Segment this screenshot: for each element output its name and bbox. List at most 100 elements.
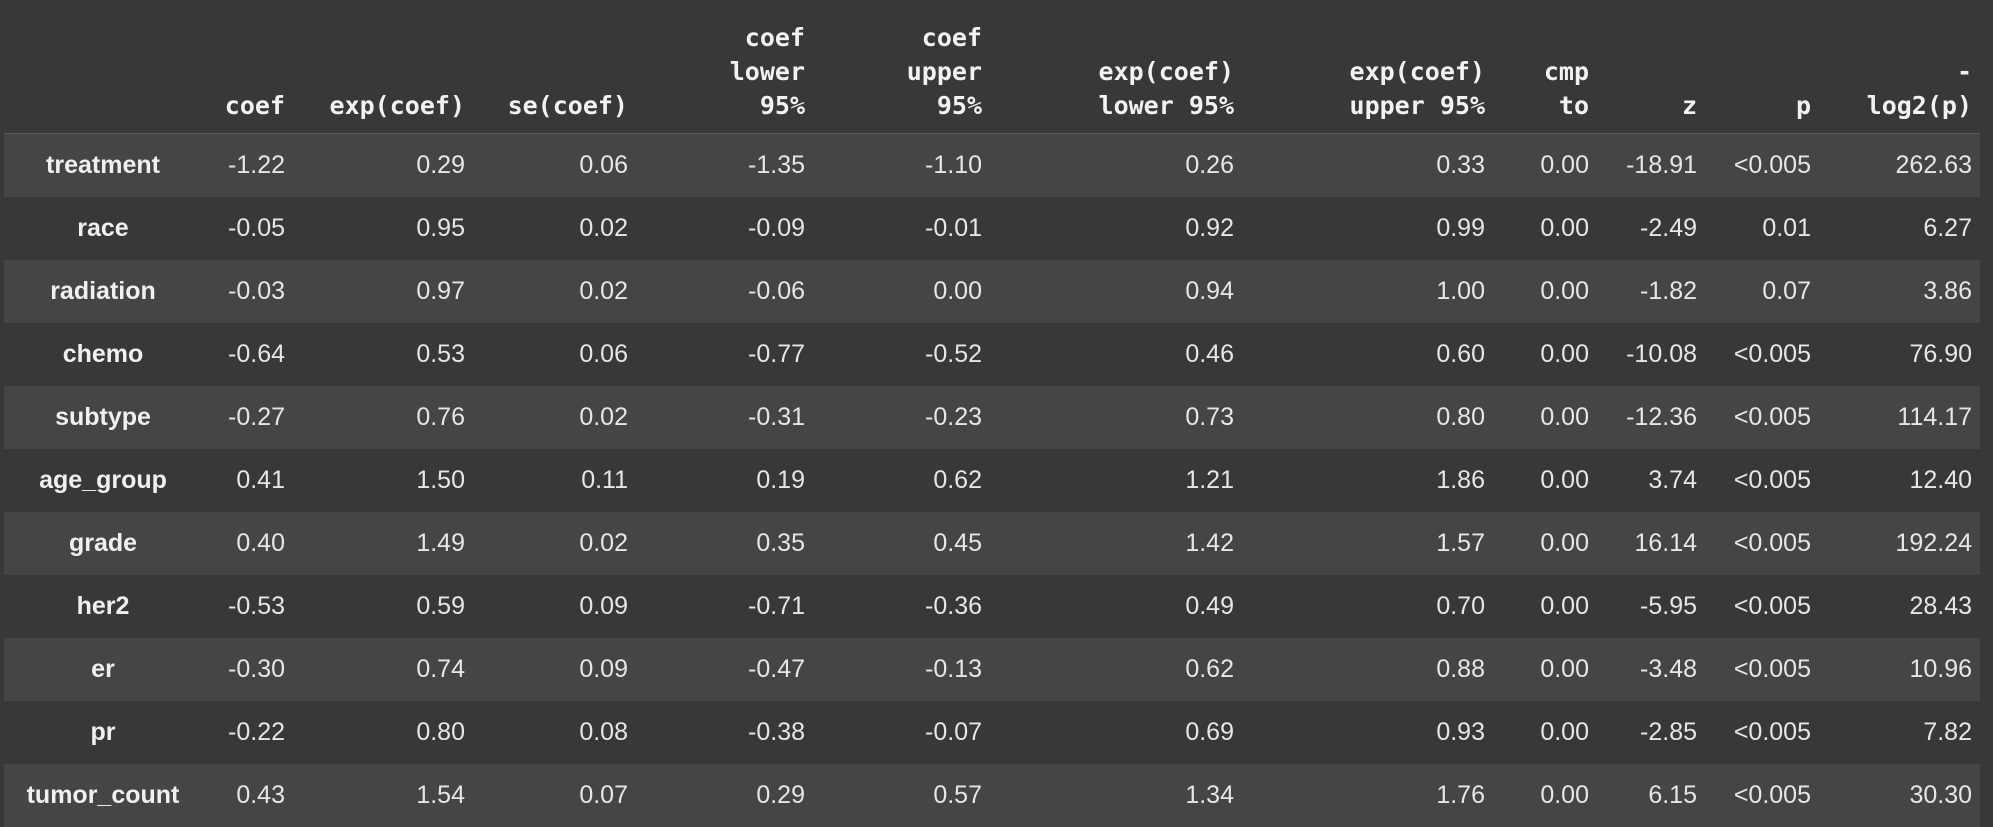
table-cell: -0.71 xyxy=(636,575,813,638)
table-cell: 0.35 xyxy=(636,512,813,575)
table-cell: 0.06 xyxy=(473,134,636,198)
table-cell: 28.43 xyxy=(1819,575,1980,638)
table-cell: <0.005 xyxy=(1705,323,1819,386)
row-label: race xyxy=(4,197,202,260)
column-header: coef upper 95% xyxy=(813,0,990,134)
table-cell: -1.82 xyxy=(1597,260,1705,323)
table-cell: -0.47 xyxy=(636,638,813,701)
table-cell: 0.02 xyxy=(473,260,636,323)
table-cell: 30.30 xyxy=(1819,764,1980,827)
table-cell: -0.77 xyxy=(636,323,813,386)
table-cell: 0.00 xyxy=(1493,260,1597,323)
column-header: p xyxy=(1705,0,1819,134)
table-cell: 0.45 xyxy=(813,512,990,575)
table-cell: 1.49 xyxy=(293,512,473,575)
table-cell: 0.00 xyxy=(1493,134,1597,198)
table-cell: 0.11 xyxy=(473,449,636,512)
table-cell: 0.00 xyxy=(1493,449,1597,512)
table-cell: 0.07 xyxy=(1705,260,1819,323)
table-cell: 0.02 xyxy=(473,512,636,575)
table-cell: 192.24 xyxy=(1819,512,1980,575)
row-label: her2 xyxy=(4,575,202,638)
table-cell: 0.09 xyxy=(473,638,636,701)
table-cell: 0.76 xyxy=(293,386,473,449)
row-label: age_group xyxy=(4,449,202,512)
table-cell: 0.93 xyxy=(1242,701,1493,764)
table-cell: 0.92 xyxy=(990,197,1242,260)
table-cell: 0.94 xyxy=(990,260,1242,323)
table-cell: -12.36 xyxy=(1597,386,1705,449)
table-cell: 0.00 xyxy=(1493,323,1597,386)
table-cell: -0.09 xyxy=(636,197,813,260)
table-cell: <0.005 xyxy=(1705,575,1819,638)
table-cell: 0.08 xyxy=(473,701,636,764)
table-cell: 0.69 xyxy=(990,701,1242,764)
column-header: se(coef) xyxy=(473,0,636,134)
table-cell: <0.005 xyxy=(1705,764,1819,827)
table-cell: 0.43 xyxy=(202,764,293,827)
table-cell: 0.00 xyxy=(1493,386,1597,449)
table-cell: 0.88 xyxy=(1242,638,1493,701)
table-cell: 0.00 xyxy=(813,260,990,323)
table-cell: 6.15 xyxy=(1597,764,1705,827)
table-cell: 1.57 xyxy=(1242,512,1493,575)
table-cell: 0.02 xyxy=(473,197,636,260)
table-cell: 0.74 xyxy=(293,638,473,701)
table-cell: <0.005 xyxy=(1705,701,1819,764)
table-cell: -1.35 xyxy=(636,134,813,198)
table-cell: -0.27 xyxy=(202,386,293,449)
table-cell: 0.62 xyxy=(813,449,990,512)
row-label: er xyxy=(4,638,202,701)
table-cell: 0.95 xyxy=(293,197,473,260)
row-label: chemo xyxy=(4,323,202,386)
table-cell: 0.46 xyxy=(990,323,1242,386)
table-cell: -0.23 xyxy=(813,386,990,449)
table-cell: -0.38 xyxy=(636,701,813,764)
column-header: exp(coef) lower 95% xyxy=(990,0,1242,134)
table-cell: 0.62 xyxy=(990,638,1242,701)
table-cell: -0.52 xyxy=(813,323,990,386)
table-cell: 1.00 xyxy=(1242,260,1493,323)
table-cell: 0.70 xyxy=(1242,575,1493,638)
table-cell: 0.09 xyxy=(473,575,636,638)
column-header: exp(coef) upper 95% xyxy=(1242,0,1493,134)
table-cell: 0.19 xyxy=(636,449,813,512)
table-cell: 1.50 xyxy=(293,449,473,512)
table-cell: -0.31 xyxy=(636,386,813,449)
table-cell: <0.005 xyxy=(1705,386,1819,449)
row-label: tumor_count xyxy=(4,764,202,827)
table-cell: 0.07 xyxy=(473,764,636,827)
table-cell: -0.05 xyxy=(202,197,293,260)
table-cell: -10.08 xyxy=(1597,323,1705,386)
table-cell: 7.82 xyxy=(1819,701,1980,764)
table-cell: 0.00 xyxy=(1493,638,1597,701)
column-header: cmp to xyxy=(1493,0,1597,134)
row-label: subtype xyxy=(4,386,202,449)
table-cell: 0.80 xyxy=(293,701,473,764)
table-cell: <0.005 xyxy=(1705,638,1819,701)
table-cell: 0.97 xyxy=(293,260,473,323)
table-cell: 1.42 xyxy=(990,512,1242,575)
table-cell: <0.005 xyxy=(1705,134,1819,198)
table-cell: 12.40 xyxy=(1819,449,1980,512)
table-cell: -1.22 xyxy=(202,134,293,198)
table-cell: 0.60 xyxy=(1242,323,1493,386)
table-cell: 0.00 xyxy=(1493,764,1597,827)
column-header: coef lower 95% xyxy=(636,0,813,134)
table-cell: 0.00 xyxy=(1493,512,1597,575)
table-cell: -0.53 xyxy=(202,575,293,638)
index-header xyxy=(4,0,202,134)
table-cell: 1.21 xyxy=(990,449,1242,512)
table-cell: -0.22 xyxy=(202,701,293,764)
